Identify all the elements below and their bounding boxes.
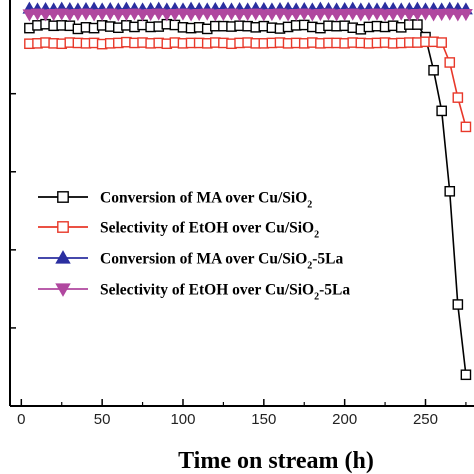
x-tick-label: 200: [332, 411, 357, 428]
data-point: [313, 8, 328, 22]
series-line: [29, 40, 467, 128]
data-point: [95, 8, 110, 22]
data-point: [386, 8, 401, 22]
data-point: [436, 105, 447, 117]
data-point: [402, 9, 417, 22]
data-point: [436, 37, 447, 48]
data-point: [450, 9, 465, 22]
data-point: [265, 8, 279, 22]
legend-label: Conversion of MA over Cu/SiO2: [100, 190, 312, 211]
legend-entry-1: Conversion of MA over Cu/SiO2: [38, 190, 312, 211]
x-tick-label: 250: [413, 411, 438, 428]
data-point: [143, 8, 158, 22]
x-tick-label: 150: [251, 411, 276, 428]
data-point: [71, 8, 85, 22]
data-point: [111, 9, 126, 22]
data-point: [289, 8, 304, 22]
data-point: [184, 9, 198, 22]
data-point: [208, 9, 223, 22]
data-point: [119, 8, 134, 22]
data-point: [428, 64, 439, 76]
legend-label: Conversion of MA over Cu/SiO2-5La: [100, 251, 344, 272]
data-point: [412, 19, 423, 30]
series-1: [24, 18, 472, 381]
data-point: [192, 8, 207, 22]
legend-entry-2: Selectivity of EtOH over Cu/SiO2: [38, 220, 319, 241]
data-point: [305, 9, 320, 22]
data-point: [353, 9, 368, 22]
data-point: [460, 369, 472, 381]
data-point: [460, 121, 472, 133]
data-point: [362, 8, 376, 22]
data-point: [459, 8, 473, 22]
data-point: [434, 8, 449, 22]
data-point: [444, 185, 456, 197]
legend-label: Selectivity of EtOH over Cu/SiO2: [100, 220, 319, 241]
data-point: [87, 9, 101, 22]
x-axis-title: Time on stream (h): [178, 448, 374, 474]
legend-entry-3: Conversion of MA over Cu/SiO2-5La: [38, 250, 344, 272]
legend-swatch-marker: [55, 250, 71, 264]
data-point: [159, 9, 174, 22]
data-point: [38, 9, 53, 22]
data-point: [426, 9, 441, 22]
legend-swatch-marker: [57, 221, 69, 233]
x-axis: 0 50 100 150 200 250: [9, 0, 474, 428]
data-point: [410, 8, 425, 22]
legend-swatch-marker: [57, 191, 69, 203]
data-point: [22, 9, 37, 22]
series-4: [22, 8, 473, 22]
data-point: [378, 9, 392, 22]
data-point: [452, 92, 464, 103]
x-tick-label: 100: [170, 411, 195, 428]
data-point: [329, 9, 344, 22]
data-point: [240, 8, 255, 22]
data-point: [46, 8, 61, 22]
data-point: [168, 8, 182, 22]
data-point: [135, 9, 150, 22]
legend-label: Selectivity of EtOH over Cu/SiO2-5La: [100, 282, 350, 303]
data-point: [62, 9, 77, 22]
data-point: [256, 9, 271, 22]
data-point: [452, 299, 464, 310]
x-tick-label: 0: [17, 411, 25, 428]
data-point: [216, 8, 231, 22]
legend: Conversion of MA over Cu/SiO2 Selectivity…: [38, 190, 350, 303]
data-point: [337, 8, 352, 22]
data-point: [281, 9, 295, 22]
legend-entry-4: Selectivity of EtOH over Cu/SiO2-5La: [38, 282, 350, 303]
legend-swatch-marker: [55, 283, 71, 297]
x-tick-label: 50: [94, 411, 111, 428]
data-point: [444, 57, 456, 68]
plot-area: [22, 1, 473, 381]
series-2: [24, 36, 472, 133]
data-point: [232, 9, 247, 22]
